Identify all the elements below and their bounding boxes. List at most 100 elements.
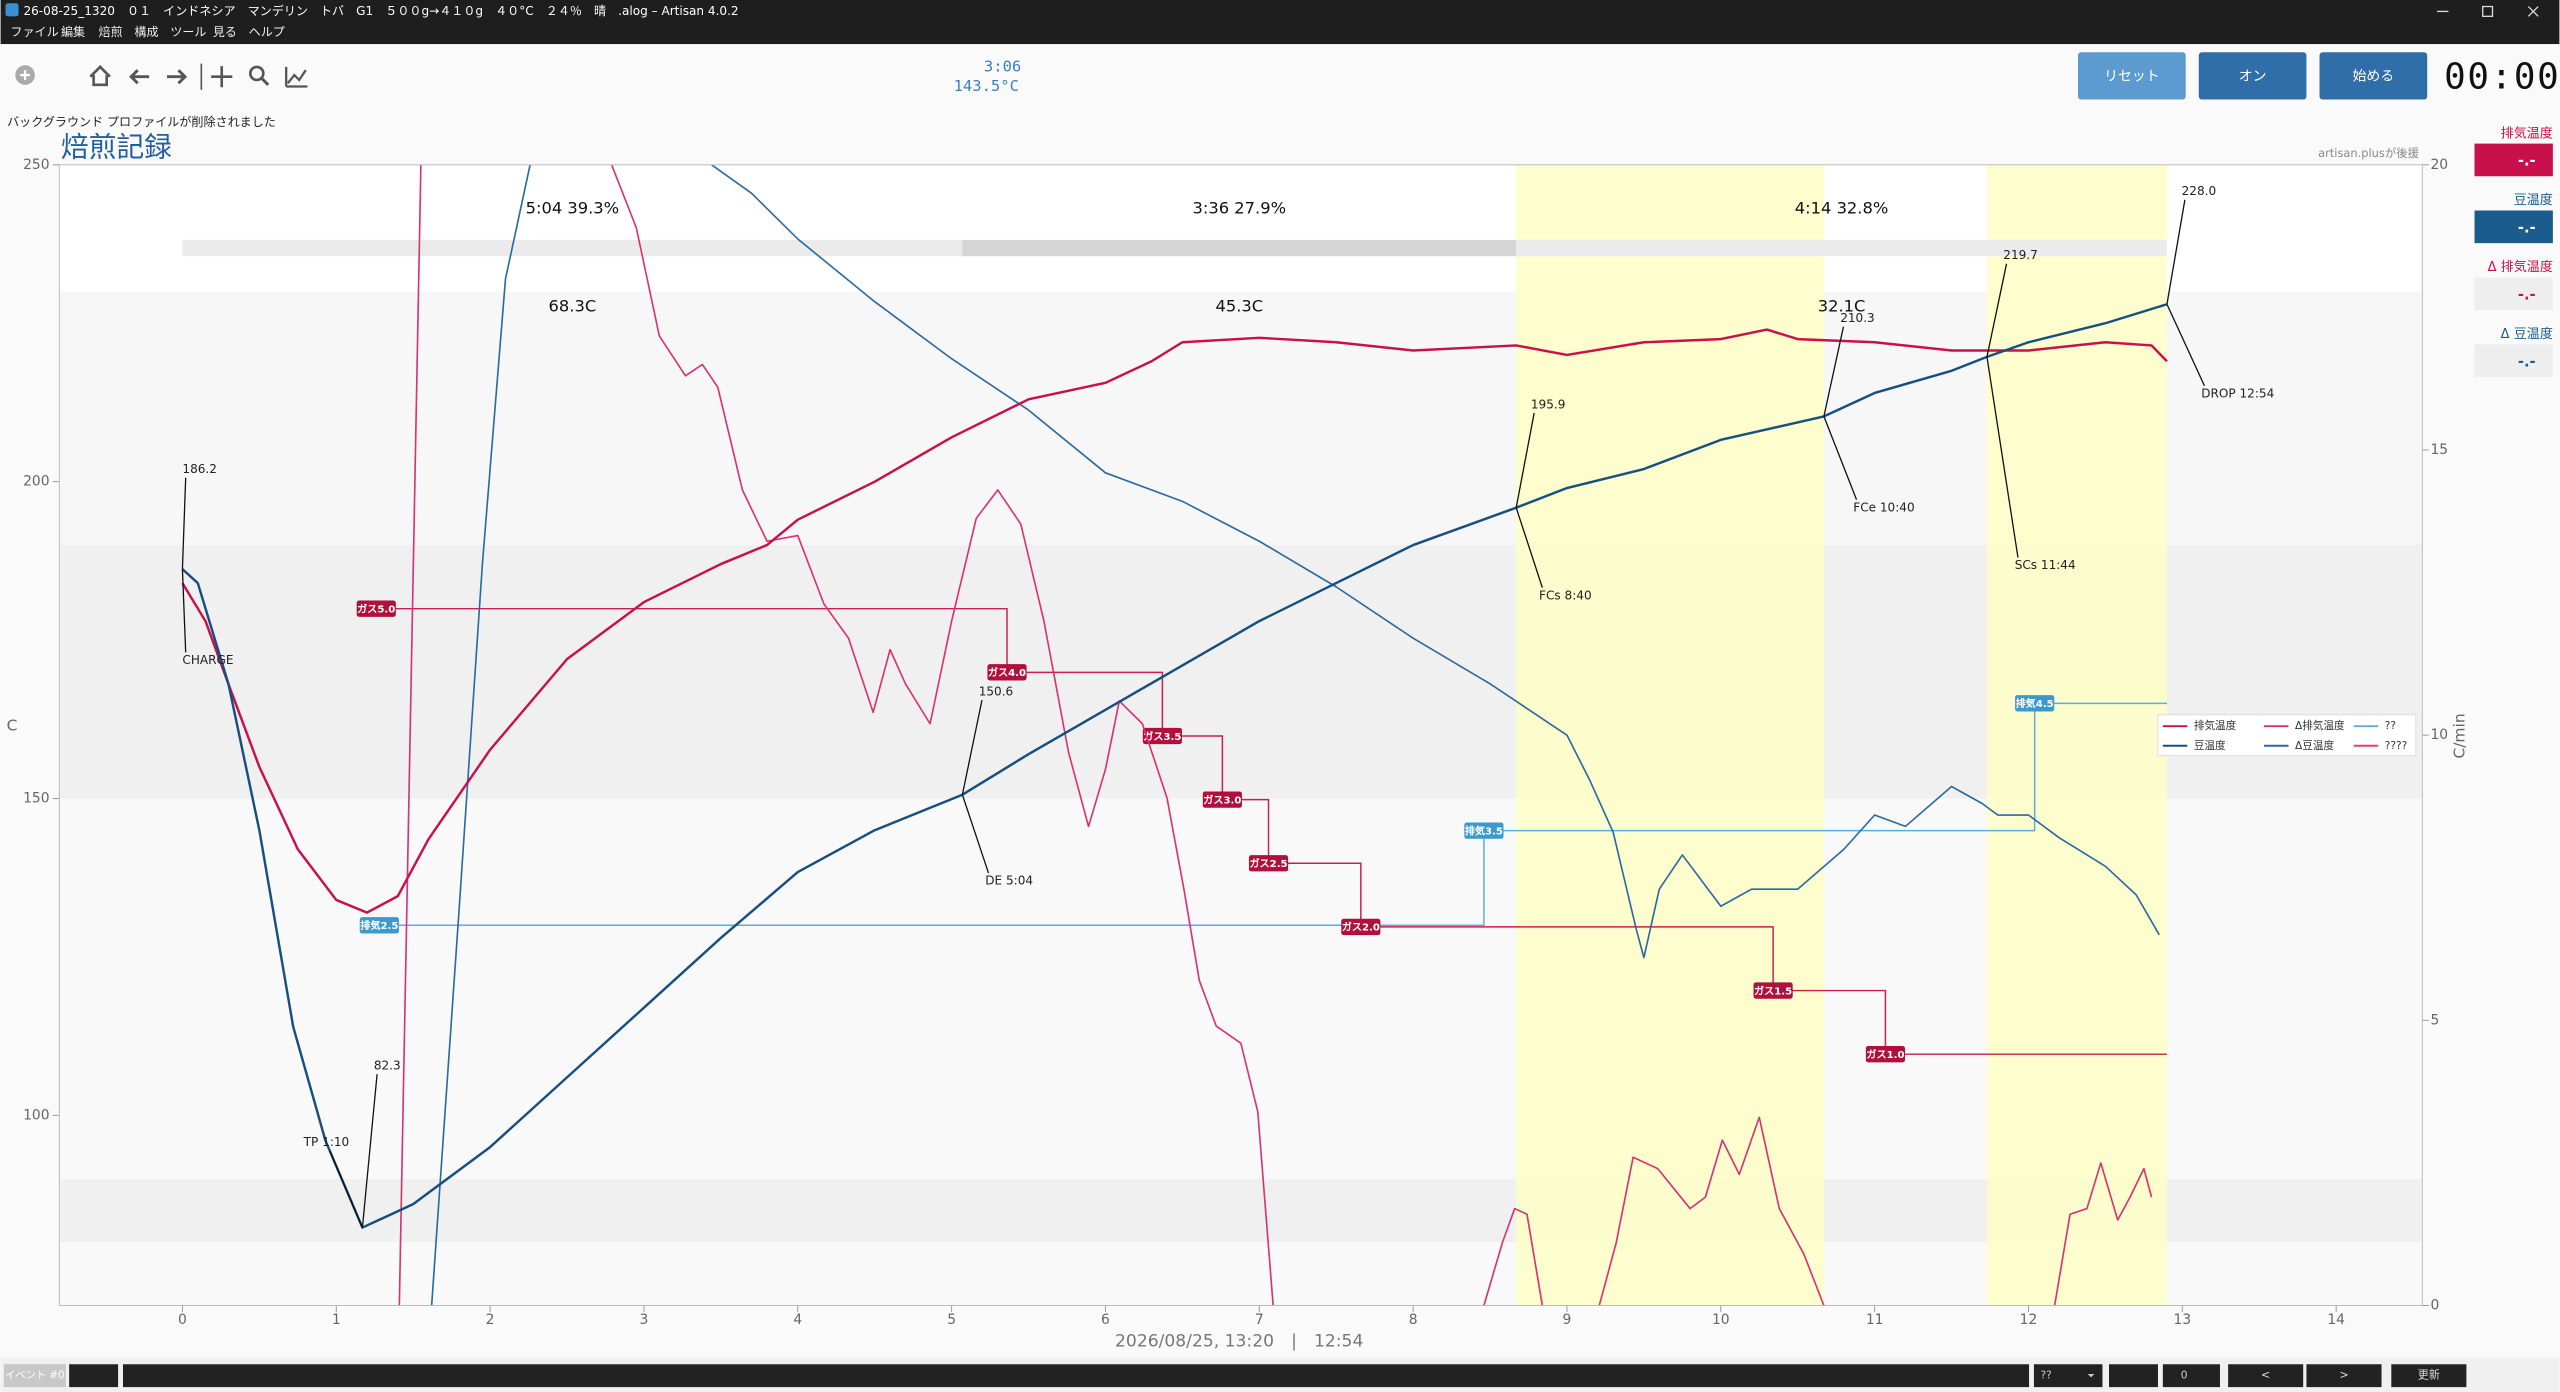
- legend-label: 排気温度: [2194, 719, 2237, 732]
- event-spin[interactable]: [2162, 1364, 2220, 1388]
- forward-icon[interactable]: [167, 69, 188, 85]
- pan-icon[interactable]: [211, 66, 233, 88]
- phase-segment: [182, 239, 963, 257]
- annotation-leader: [1986, 356, 2019, 558]
- x-tick-label: 0: [178, 1312, 187, 1328]
- annotation-leader: [329, 1150, 364, 1228]
- event-step: [379, 830, 1485, 927]
- event-tag-label: 排気2.5: [360, 919, 398, 932]
- event-tag-label: 排気3.5: [1465, 824, 1503, 837]
- menu-item[interactable]: ヘルプ: [249, 25, 285, 39]
- x-tick-label: 3: [640, 1312, 649, 1328]
- bottom-button-label: <: [2261, 1369, 2270, 1382]
- legend-label: Δ豆温度: [2295, 739, 2334, 752]
- x-tick-label: 8: [1409, 1312, 1418, 1328]
- menu-item[interactable]: 焙煎: [99, 24, 123, 39]
- home-icon[interactable]: [89, 65, 111, 87]
- y-tick-label: 200: [23, 474, 49, 490]
- event-combo-text: ??: [2040, 1370, 2051, 1382]
- event-tag: [1865, 1046, 1906, 1063]
- legend-label: 豆温度: [2194, 739, 2226, 752]
- annotation-leader: [1986, 263, 2008, 357]
- x-tick-label: 13: [2174, 1312, 2192, 1328]
- annotation-value: 210.3: [1840, 311, 1875, 325]
- x-tick-label: 12: [2020, 1312, 2038, 1328]
- event-tag-label: ガス1.5: [1754, 984, 1792, 997]
- event-tag: [1248, 855, 1289, 872]
- readout-label: Δ 豆温度: [2501, 326, 2553, 342]
- annotation-leader: [1515, 412, 1535, 508]
- control-button-label: 始める: [2353, 69, 2395, 85]
- x-tick-label: 14: [2327, 1312, 2345, 1328]
- readout-value: -.-: [2518, 353, 2536, 370]
- event-step: [376, 607, 1008, 673]
- event-tag-label: ガス3.0: [1203, 793, 1241, 806]
- event-tag-label: ガス5.0: [357, 603, 395, 616]
- bottom-button[interactable]: [2391, 1364, 2467, 1388]
- bottom-buttons: < > 更新: [2228, 1364, 2467, 1388]
- close[interactable]: [2527, 6, 2539, 17]
- sponsor: artisan.plusが後援: [2318, 146, 2420, 160]
- annotation-label: SCs 11:44: [2015, 558, 2076, 572]
- zoom-icon[interactable]: [248, 65, 265, 82]
- y-axis-label: C: [7, 717, 18, 735]
- event-text-field[interactable]: [122, 1364, 2030, 1388]
- control-buttons: リセット オン 始める: [2077, 52, 2428, 100]
- y2-tick-label: 15: [2430, 442, 2448, 458]
- back-icon[interactable]: [129, 69, 150, 85]
- x-tick-label: 2: [486, 1312, 495, 1328]
- control-button[interactable]: [2319, 52, 2428, 100]
- event-tag: [356, 600, 396, 617]
- annotation-value: 219.7: [2003, 248, 2038, 262]
- menu-item[interactable]: ファイル: [10, 25, 58, 39]
- legend-label: Δ排気温度: [2295, 719, 2345, 732]
- event-tag: [1142, 727, 1182, 745]
- phase-delta: 68.3C: [549, 296, 597, 315]
- status-time: 3:06: [984, 57, 1021, 75]
- bottom-button[interactable]: [2306, 1364, 2382, 1388]
- readout-box: [2474, 277, 2553, 311]
- menu-item[interactable]: 見る: [213, 25, 237, 39]
- event-tag-label: ガス2.0: [1342, 921, 1380, 934]
- x-tick-label: 5: [947, 1312, 956, 1328]
- annotation-leader: [1515, 507, 1543, 588]
- phase-highlight: [1516, 164, 1824, 1306]
- event-tag-label: ガス1.0: [1866, 1048, 1904, 1061]
- menu-item[interactable]: 編集: [61, 24, 85, 39]
- timer-box: [2451, 52, 2553, 102]
- annotation-label: CHARGE: [182, 653, 233, 667]
- event-tag: [1753, 982, 1793, 999]
- menu-item[interactable]: ツール: [170, 25, 206, 39]
- event-tag-label: 排気4.5: [2016, 697, 2054, 710]
- bottom-bar: イベント #0 ?? 0 < > 更新: [0, 1357, 2560, 1392]
- event-type[interactable]: [69, 1364, 119, 1388]
- phase-bar: 5:04 39.3% 68.3C 3:36 27.9% 45.3C 4:14 32.8%…: [182, 198, 2167, 315]
- control-button[interactable]: [2198, 52, 2307, 100]
- event-tag: [1341, 918, 1381, 936]
- event-combo[interactable]: [2033, 1364, 2103, 1388]
- curve: [181, 328, 2168, 914]
- annotation-leader: [961, 794, 990, 874]
- event-tag-label: ガス2.5: [1249, 857, 1287, 870]
- annotation-label: FCs 8:40: [1539, 588, 1592, 602]
- combo-arrow: [2087, 1374, 2095, 1378]
- y2-tick-label: 10: [2430, 727, 2448, 743]
- control-button[interactable]: [2077, 52, 2186, 100]
- annotation-leader: [181, 477, 187, 570]
- event-step: [1360, 926, 1774, 991]
- event-tag: [1464, 822, 1504, 839]
- event-value[interactable]: [2108, 1364, 2158, 1388]
- phase-delta: 45.3C: [1215, 296, 1263, 315]
- chart-icon[interactable]: [285, 66, 308, 88]
- maximize[interactable]: [2482, 5, 2494, 17]
- bottom-button[interactable]: [2228, 1364, 2304, 1388]
- event-step: [1162, 735, 1224, 800]
- event-tag: [1202, 791, 1242, 808]
- annotation-value: 82.3: [374, 1059, 401, 1073]
- bottom-button-label: >: [2339, 1369, 2348, 1382]
- menu-item[interactable]: 構成: [134, 25, 158, 39]
- event-step: [1773, 989, 1887, 1055]
- x-tick-label: 9: [1563, 1312, 1572, 1328]
